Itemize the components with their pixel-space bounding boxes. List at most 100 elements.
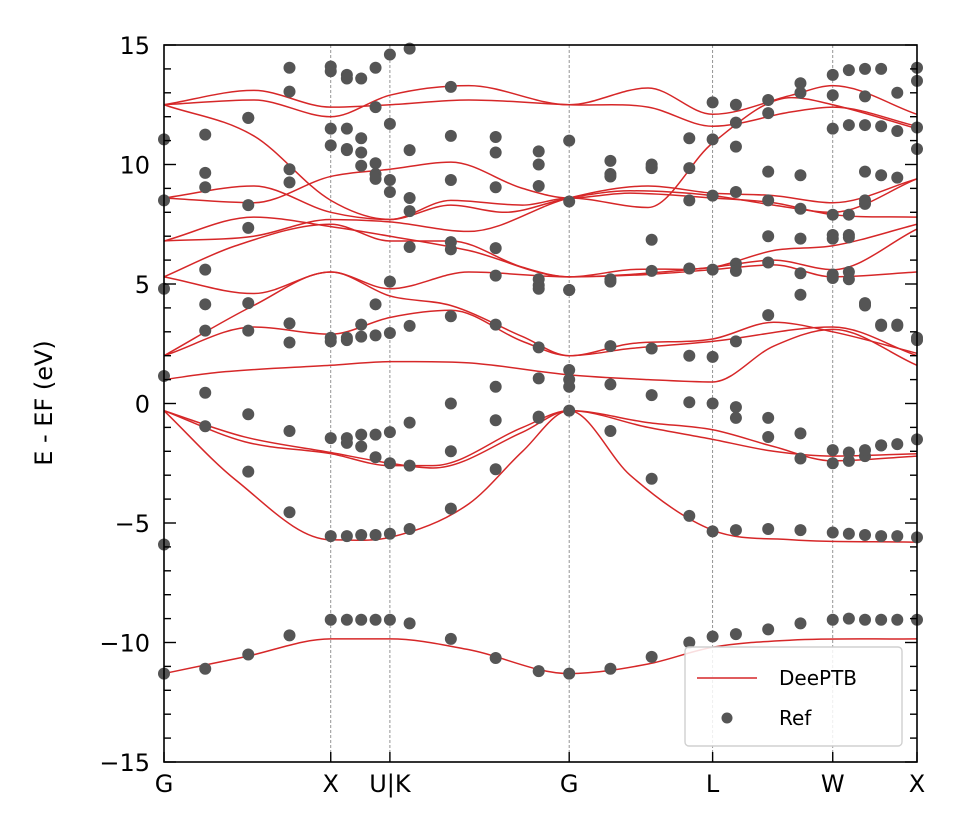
x-axis-ticks: G X U|K G L W X [155, 752, 925, 798]
deeptb-band-7 [163, 264, 918, 295]
ref-point-25 [891, 613, 904, 626]
ref-point-193 [875, 169, 888, 182]
ref-point-253 [826, 68, 839, 81]
ref-point-142 [842, 266, 855, 279]
ref-point-175 [355, 146, 368, 159]
ref-point-206 [729, 140, 742, 153]
ref-point-218 [383, 117, 396, 130]
ref-point-41 [683, 509, 696, 522]
ref-point-64 [563, 364, 576, 377]
ref-point-12 [532, 665, 545, 678]
ref-point-16 [683, 636, 696, 649]
ref-point-177 [383, 174, 396, 187]
ref-point-187 [729, 185, 742, 198]
ref-point-104 [444, 310, 457, 323]
ref-point-233 [859, 119, 872, 132]
ref-point-181 [532, 180, 545, 193]
ref-point-217 [369, 157, 382, 170]
ref-point-36 [489, 463, 502, 476]
ref-point-164 [826, 229, 839, 242]
ref-point-155 [729, 264, 742, 277]
ref-point-103 [403, 319, 416, 332]
ref-point-145 [891, 318, 904, 331]
ref-point-153 [604, 275, 617, 288]
ref-point-91 [826, 444, 839, 457]
ref-point-148 [199, 263, 212, 276]
ref-point-207 [762, 165, 775, 178]
ref-point-7 [369, 613, 382, 626]
ref-point-82 [826, 457, 839, 470]
ref-point-152 [532, 273, 545, 286]
ref-point-100 [355, 330, 368, 343]
ref-point-68 [369, 451, 382, 464]
ref-point-108 [604, 340, 617, 353]
deeptb-band-12 [163, 178, 918, 221]
y-tick-label-4: 5 [135, 271, 150, 299]
x-tick-label-0: G [155, 770, 174, 798]
ref-point-174 [340, 122, 353, 135]
ref-point-201 [489, 146, 502, 159]
ref-point-9 [403, 617, 416, 630]
ref-point-28 [283, 506, 296, 519]
deeptb-band-9 [163, 216, 918, 278]
ref-point-140 [794, 267, 807, 280]
ref-point-127 [369, 298, 382, 311]
ref-point-151 [489, 269, 502, 282]
ref-point-69 [383, 457, 396, 470]
ref-point-17 [706, 630, 719, 643]
ref-point-180 [489, 181, 502, 194]
ref-point-144 [875, 319, 888, 332]
deeptb-band-5 [163, 309, 918, 357]
x-tick-label-1: X [323, 770, 339, 798]
ref-point-167 [891, 171, 904, 184]
ref-point-52 [199, 420, 212, 433]
ref-point-6 [355, 613, 368, 626]
ref-point-55 [324, 432, 337, 445]
ref-point-81 [794, 452, 807, 465]
ref-point-20 [794, 617, 807, 630]
ref-point-76 [645, 389, 658, 402]
ref-point-97 [199, 386, 212, 399]
y-tick-label-5: 10 [119, 152, 150, 180]
ref-point-179 [444, 174, 457, 187]
ref-point-39 [604, 424, 617, 437]
ref-point-182 [563, 195, 576, 208]
legend-ref-label: Ref [779, 706, 812, 730]
ref-point-1 [199, 662, 212, 675]
ref-point-49 [875, 530, 888, 543]
ref-point-195 [283, 163, 296, 176]
ref-point-83 [842, 454, 855, 467]
ref-point-67 [355, 440, 368, 453]
ref-point-137 [706, 263, 719, 276]
ref-point-106 [532, 341, 545, 354]
ref-point-66 [340, 436, 353, 449]
ref-point-170 [199, 181, 212, 194]
ref-point-21 [826, 613, 839, 626]
ref-point-238 [283, 61, 296, 74]
ref-point-40 [645, 472, 658, 485]
ref-point-63 [532, 372, 545, 385]
ref-point-111 [706, 350, 719, 363]
ref-point-149 [242, 297, 255, 310]
ref-point-243 [355, 72, 368, 85]
ref-point-113 [762, 309, 775, 322]
ref-point-34 [403, 522, 416, 535]
ref-point-231 [826, 122, 839, 135]
legend-ref-swatch [721, 712, 733, 724]
ref-point-222 [532, 145, 545, 158]
ref-point-4 [324, 613, 337, 626]
ref-point-50 [891, 530, 904, 543]
ref-point-172 [283, 176, 296, 189]
y-axis-ticks: −15 −10 −5 0 5 10 15 [99, 32, 917, 777]
ref-point-89 [762, 411, 775, 424]
ref-point-59 [383, 426, 396, 439]
ref-point-11 [489, 652, 502, 665]
ref-point-185 [683, 194, 696, 207]
ref-point-248 [444, 80, 457, 93]
ref-point-45 [794, 524, 807, 537]
ref-point-234 [875, 120, 888, 133]
ref-point-57 [355, 428, 368, 441]
ref-point-229 [762, 107, 775, 120]
x-tick-label-2: U|K [369, 770, 412, 798]
ref-point-200 [403, 205, 416, 218]
